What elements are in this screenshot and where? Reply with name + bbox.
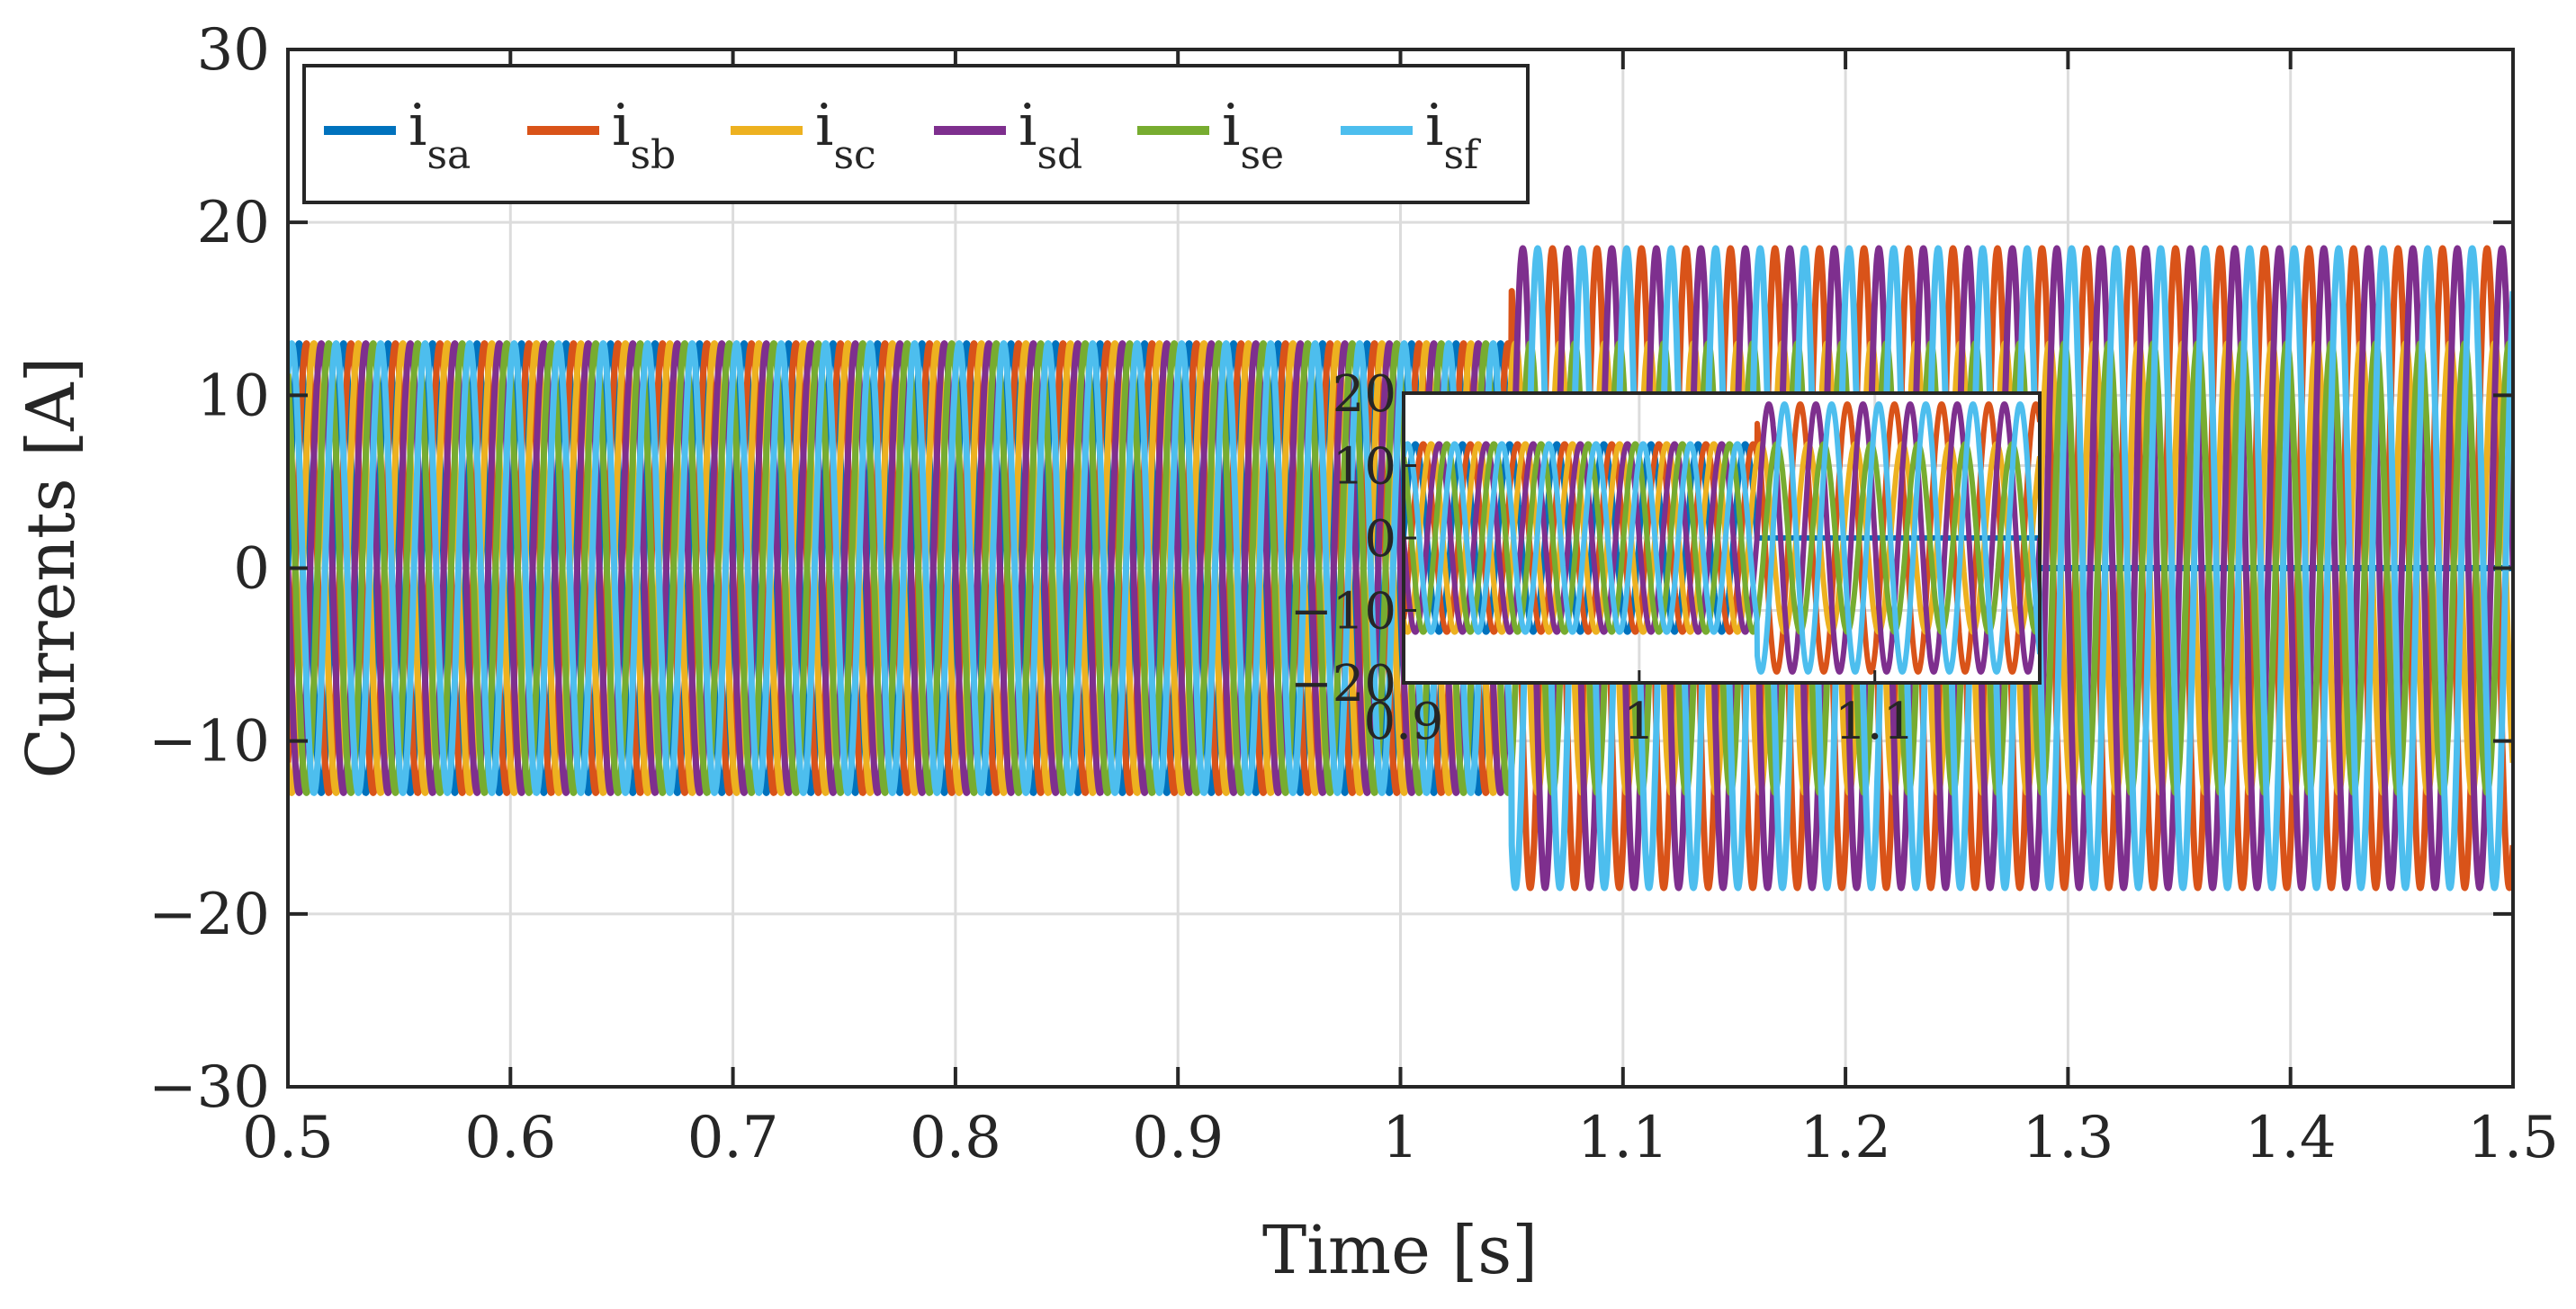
inset-y-tick-label: 10 xyxy=(1333,438,1396,497)
main-x-tick-label: 0.9 xyxy=(1132,1105,1224,1171)
legend-label: isd xyxy=(1019,93,1082,178)
main-y-tick-label: −10 xyxy=(148,709,270,776)
legend-item-sd: isd xyxy=(934,93,1082,178)
main-x-tick-label: 0.8 xyxy=(910,1105,1001,1171)
main-y-tick-label: 20 xyxy=(197,190,270,256)
main-x-tick-label: 1.3 xyxy=(2023,1105,2114,1171)
inset-x-tick-label: 0.9 xyxy=(1363,693,1443,751)
inset-y-axis: −20 −10 0 10 20 xyxy=(1290,365,1416,713)
y-axis-label: Currents [A] xyxy=(13,357,90,779)
main-y-tick-label: 0 xyxy=(233,536,270,603)
inset-x-tick-label: 1.1 xyxy=(1835,693,1915,751)
legend: isa isb isc isd ise isf xyxy=(302,64,1530,204)
x-axis-label: Time [s] xyxy=(1262,1212,1538,1289)
legend-label: ise xyxy=(1222,93,1284,178)
inset-series-line-sd xyxy=(1404,401,2040,675)
main-x-tick-label: 1.1 xyxy=(1577,1105,1669,1171)
inset-y-tick-label: −10 xyxy=(1290,583,1396,641)
main-y-tick-label: 10 xyxy=(197,363,270,429)
inset-series-line-sf xyxy=(1404,401,2040,675)
main-x-tick-label: 1 xyxy=(1382,1105,1419,1171)
main-y-tick-label: −20 xyxy=(148,882,270,948)
inset-series-line-se xyxy=(1404,441,2040,635)
main-x-tick-label: 0.5 xyxy=(242,1105,334,1171)
main-x-tick-label: 1.5 xyxy=(2467,1105,2559,1171)
inset-series-group xyxy=(1404,401,2040,675)
series-line-sf xyxy=(288,245,2513,892)
main-series-group xyxy=(288,245,2513,892)
main-x-tick-label: 1.4 xyxy=(2245,1105,2337,1171)
main-x-tick-label: 0.7 xyxy=(687,1105,779,1171)
main-x-tick-label: 0.6 xyxy=(464,1105,556,1171)
legend-item-se: ise xyxy=(1137,93,1284,178)
inset-series-line-sa xyxy=(1404,441,2040,635)
main-x-tick-label: 1.2 xyxy=(1800,1105,1891,1171)
main-x-axis: 0.5 0.6 0.7 0.8 0.9 1 1.1 1.2 1.3 1.4 1.5 xyxy=(242,49,2559,1171)
inset-axes: 0.9 1 1.1 −20 −10 0 10 20 xyxy=(1290,365,2042,751)
legend-box xyxy=(302,64,1530,204)
inset-x-tick-label: 1 xyxy=(1623,693,1656,751)
inset-y-tick-label: 20 xyxy=(1333,365,1396,424)
inset-y-tick-label: 0 xyxy=(1364,510,1396,569)
main-y-tick-label: 30 xyxy=(197,17,270,84)
inset-y-tick-label: −20 xyxy=(1290,655,1396,713)
main-y-tick-label: −30 xyxy=(148,1054,270,1121)
inset-x-axis: 0.9 1 1.1 xyxy=(1363,670,1915,751)
